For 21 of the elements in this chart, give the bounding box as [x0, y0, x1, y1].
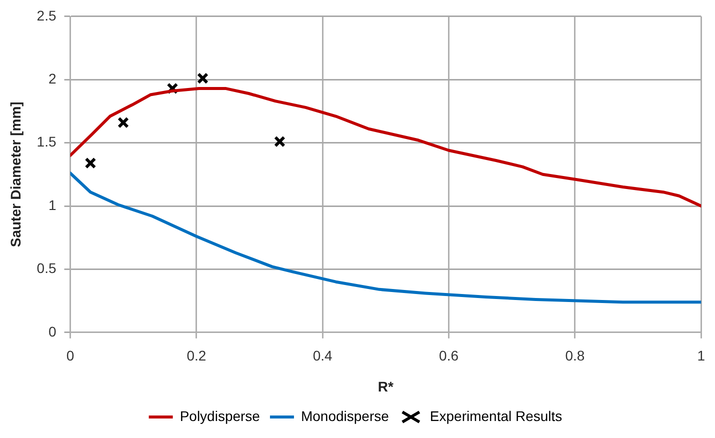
y-tick-label: 0 — [48, 323, 56, 340]
x-axis-title: R* — [378, 378, 394, 394]
point — [196, 72, 208, 84]
legend-label: Polydisperse — [180, 408, 260, 424]
x-tick-label: 0.4 — [312, 348, 333, 364]
legend-label: Experimental Results — [430, 408, 562, 424]
x-tick-label: 0.6 — [439, 348, 459, 364]
x-tick-label: 0 — [66, 348, 74, 364]
y-tick-label: 1 — [48, 196, 56, 213]
x-tick-label: 1 — [697, 348, 706, 364]
point — [274, 136, 286, 148]
y-axis-title: Sauter Diameter [mm] — [7, 102, 24, 248]
y-tick-label: 1.5 — [36, 134, 56, 150]
legend-label: Monodisperse — [300, 408, 390, 424]
x-tick-label: 0.2 — [186, 348, 206, 364]
y-tick-label: 0.5 — [36, 260, 56, 276]
point — [84, 157, 96, 169]
x-tick-label: 0.8 — [565, 348, 585, 364]
y-tick-label: 2 — [48, 70, 56, 86]
y-tick-label: 2.5 — [36, 7, 56, 24]
point — [118, 116, 129, 128]
